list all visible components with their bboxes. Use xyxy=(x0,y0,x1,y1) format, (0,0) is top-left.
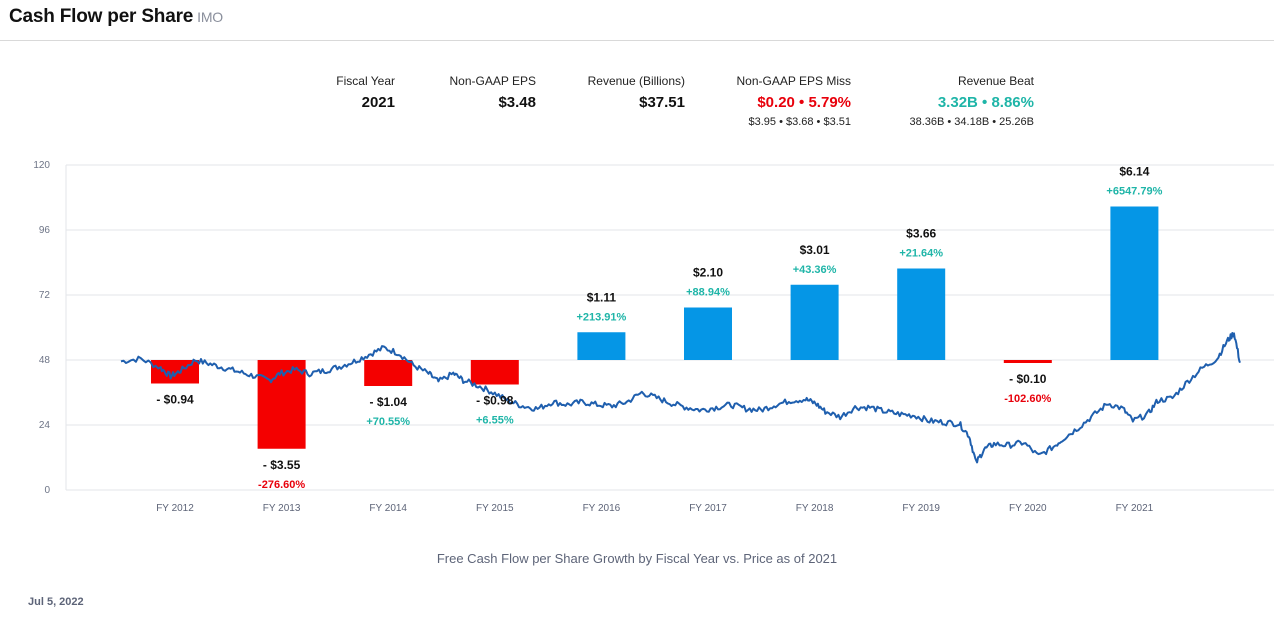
stat-label: Fiscal Year xyxy=(336,74,395,88)
x-tick-label: FY 2016 xyxy=(583,503,621,514)
stat-revenue-beat: Revenue Beat 3.32B • 8.86% 38.36B • 34.1… xyxy=(880,74,1034,128)
y-tick-label: 96 xyxy=(39,225,51,236)
growth-label: +70.55% xyxy=(366,416,410,428)
value-label: $1.11 xyxy=(587,290,617,304)
y-tick-label: 0 xyxy=(44,485,50,496)
growth-label: -102.60% xyxy=(1004,393,1051,405)
growth-label: +213.91% xyxy=(576,311,626,323)
x-tick-label: FY 2017 xyxy=(689,503,727,514)
growth-label: +43.36% xyxy=(793,264,837,276)
growth-label: +88.94% xyxy=(686,287,730,299)
y-tick-label: 120 xyxy=(33,160,50,171)
x-tick-label: FY 2018 xyxy=(796,503,834,514)
bar xyxy=(1110,206,1159,360)
value-label: - $3.55 xyxy=(263,458,301,472)
price-line xyxy=(120,332,1241,464)
x-tick-label: FY 2021 xyxy=(1116,503,1154,514)
value-label: - $1.04 xyxy=(370,395,408,409)
bar xyxy=(897,268,946,360)
value-label: $2.10 xyxy=(693,266,723,280)
bar xyxy=(470,360,519,385)
y-tick-label: 48 xyxy=(39,355,51,366)
stat-sub: 38.36B • 34.18B • 25.26B xyxy=(909,116,1034,128)
x-tick-label: FY 2014 xyxy=(369,503,407,514)
chart-caption: Free Cash Flow per Share Growth by Fisca… xyxy=(436,551,838,566)
value-label: - $0.94 xyxy=(156,393,194,407)
x-tick-label: FY 2019 xyxy=(902,503,940,514)
stat-value: $37.51 xyxy=(639,94,685,111)
bar xyxy=(257,360,306,449)
bar xyxy=(684,307,732,360)
bar xyxy=(364,360,413,386)
growth-label: +6547.79% xyxy=(1106,186,1162,198)
x-tick-label: FY 2012 xyxy=(156,503,194,514)
value-label: $3.01 xyxy=(800,243,830,257)
growth-label: +21.64% xyxy=(899,248,943,260)
bar xyxy=(577,332,626,360)
stat-label: Revenue (Billions) xyxy=(587,74,685,88)
ticker-symbol: IMO xyxy=(197,9,223,25)
stat-eps: Non-GAAP EPS $3.48 xyxy=(420,74,536,111)
y-tick-label: 72 xyxy=(39,290,51,301)
x-tick-label: FY 2013 xyxy=(263,503,301,514)
value-label: - $0.10 xyxy=(1009,372,1047,386)
stat-value: $3.48 xyxy=(498,94,536,111)
value-label: $3.66 xyxy=(906,227,936,241)
stat-label: Non-GAAP EPS Miss xyxy=(736,74,851,88)
page-title: Cash Flow per Share IMO xyxy=(9,6,223,28)
title-text: Cash Flow per Share xyxy=(9,6,194,27)
stat-label: Non-GAAP EPS xyxy=(449,74,536,88)
y-tick-label: 24 xyxy=(39,420,51,431)
x-tick-label: FY 2015 xyxy=(476,503,514,514)
stat-value: 2021 xyxy=(361,94,395,111)
bar xyxy=(790,284,839,360)
stat-value: $0.20 • 5.79% xyxy=(757,94,851,111)
stat-sub: $3.95 • $3.68 • $3.51 xyxy=(748,116,851,128)
stat-eps-miss: Non-GAAP EPS Miss $0.20 • 5.79% $3.95 • … xyxy=(700,74,851,128)
growth-label: -276.60% xyxy=(258,479,305,491)
growth-label: +6.55% xyxy=(476,415,514,427)
stat-value: 3.32B • 8.86% xyxy=(937,94,1034,111)
stat-label: Revenue Beat xyxy=(957,74,1034,88)
bar xyxy=(1003,360,1052,363)
date-stamp: Jul 5, 2022 xyxy=(28,596,84,608)
stat-revenue: Revenue (Billions) $37.51 xyxy=(560,74,685,111)
header: Cash Flow per Share IMO xyxy=(0,0,1274,41)
value-label: - $0.98 xyxy=(476,394,514,408)
x-tick-label: FY 2020 xyxy=(1009,503,1047,514)
stat-fiscal-year: Fiscal Year 2021 xyxy=(300,74,395,111)
value-label: $6.14 xyxy=(1119,165,1149,179)
